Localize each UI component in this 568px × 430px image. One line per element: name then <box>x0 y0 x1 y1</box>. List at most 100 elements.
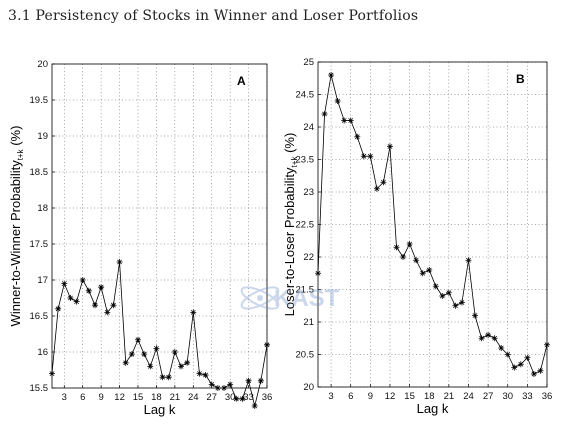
series-line <box>317 74 548 375</box>
x-tick-label: 6 <box>80 392 85 403</box>
data-point <box>128 351 135 358</box>
x-tick-label: 30 <box>502 391 513 402</box>
data-point <box>445 289 452 296</box>
x-tick-label: 33 <box>243 392 254 403</box>
y-tick-label: 19.5 <box>30 95 49 106</box>
y-tick-label: 25 <box>303 57 314 68</box>
y-tick-label: 16 <box>37 347 48 358</box>
data-point <box>49 370 55 377</box>
y-tick-label: 18.5 <box>30 167 49 178</box>
data-point <box>465 257 472 264</box>
x-tick-label: 21 <box>444 391 455 402</box>
data-point <box>354 133 361 140</box>
watermark-text: KAST <box>274 285 340 312</box>
data-point <box>360 153 367 160</box>
x-tick-label: 3 <box>328 391 333 402</box>
data-point <box>380 179 387 186</box>
data-point <box>184 359 191 366</box>
data-point <box>517 361 524 368</box>
y-tick-label: 16.5 <box>30 311 49 322</box>
series-line <box>51 261 268 407</box>
data-point <box>85 287 92 294</box>
data-point <box>73 298 80 305</box>
y-tick-label: 20 <box>37 59 48 70</box>
data-point <box>190 309 197 316</box>
y-tick-label: 19 <box>37 131 48 142</box>
y-tick-label: 23.5 <box>296 155 315 166</box>
y-tick-label: 15.5 <box>30 383 49 394</box>
data-point <box>452 302 459 309</box>
data-point <box>171 349 178 355</box>
data-point <box>393 244 400 251</box>
y-tick-label: 23 <box>303 187 314 198</box>
data-point <box>233 395 240 402</box>
y-axis-label: Winner-to-Winner Probabilityt+k (%) <box>8 126 25 327</box>
data-point <box>530 371 537 377</box>
x-tick-label: 9 <box>98 392 103 403</box>
y-tick-label: 21 <box>303 317 314 328</box>
x-tick-label: 30 <box>225 392 236 403</box>
data-point <box>478 335 485 342</box>
data-point <box>159 374 166 381</box>
data-point <box>373 185 380 192</box>
data-point <box>208 381 215 388</box>
data-point <box>202 372 209 379</box>
data-point <box>432 283 439 290</box>
x-tick-label: 24 <box>188 392 199 403</box>
data-point <box>67 295 74 301</box>
data-point <box>439 293 446 299</box>
data-point <box>524 354 531 361</box>
data-point <box>400 254 407 260</box>
data-point <box>504 351 511 358</box>
data-point <box>328 72 335 78</box>
data-point <box>196 370 203 377</box>
x-tick-label: 15 <box>133 392 144 403</box>
x-tick-label: 12 <box>114 392 125 403</box>
data-point <box>55 305 62 312</box>
plot-frame <box>51 63 268 389</box>
x-tick-label: 27 <box>483 391 494 402</box>
data-point <box>214 385 221 391</box>
data-point <box>147 363 154 370</box>
x-tick-label: 36 <box>262 392 273 403</box>
data-point <box>386 143 393 150</box>
data-point <box>98 284 105 291</box>
y-tick-label: 22 <box>303 252 314 263</box>
data-point <box>544 341 550 348</box>
y-tick-label: 18 <box>37 203 48 214</box>
chart-loser-to-loser: 3 6 9 12 15 18 21 24 27 30 33 362020.52121.52222.52… <box>282 57 552 416</box>
data-point <box>315 270 321 277</box>
x-tick-label: 36 <box>542 391 553 402</box>
y-tick-label: 21.5 <box>296 285 315 296</box>
data-point <box>122 359 129 366</box>
data-point <box>227 381 234 388</box>
chart-winner-to-winner: 3 6 9 12 15 18 21 24 27 30 33 3615.51616.51717.5181… <box>8 59 272 417</box>
data-point <box>485 332 492 338</box>
data-point <box>426 267 433 273</box>
data-point <box>153 345 160 352</box>
data-point <box>491 335 498 342</box>
data-point <box>257 377 264 384</box>
page-heading: 3.1 Persistency of Stocks in Winner and … <box>8 8 419 24</box>
data-point <box>165 374 172 381</box>
x-tick-label: 33 <box>522 391 533 402</box>
y-tick-label: 17.5 <box>30 239 49 250</box>
y-axis-label: Loser-to-Loser Probabilityt+k (%) <box>282 133 299 317</box>
panel-label: A <box>237 74 246 88</box>
x-tick-label: 15 <box>404 391 415 402</box>
x-tick-label: 12 <box>385 391 396 402</box>
data-point <box>341 117 348 124</box>
y-tick-label: 24 <box>303 122 314 133</box>
data-point <box>79 277 86 283</box>
data-point <box>472 312 479 319</box>
data-point <box>221 385 227 391</box>
data-point <box>334 98 341 104</box>
x-tick-label: 3 <box>62 392 67 403</box>
data-point <box>110 302 117 309</box>
x-tick-label: 6 <box>348 391 353 402</box>
data-point <box>104 309 111 316</box>
y-tick-label: 20 <box>303 382 314 393</box>
data-point <box>413 257 420 264</box>
x-tick-label: 18 <box>424 391 435 402</box>
